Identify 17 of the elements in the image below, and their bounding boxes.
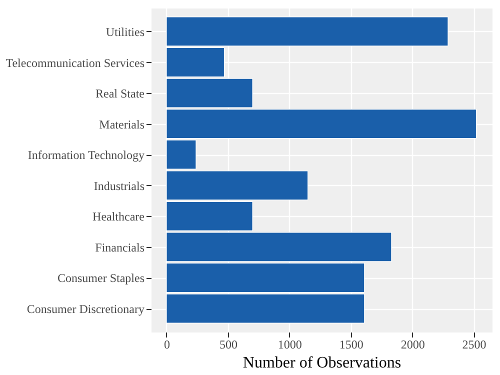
x-tick-label: 1500 <box>339 338 364 352</box>
y-tick-label: Telecommunication Services <box>6 56 145 70</box>
x-tick-label: 2500 <box>462 338 486 352</box>
x-tick-label: 500 <box>219 338 238 352</box>
y-tick-label: Consumer Discretionary <box>26 302 144 316</box>
y-tick-label: Materials <box>99 117 145 132</box>
x-tick-label: 1000 <box>278 338 302 352</box>
y-tick-label: Financials <box>95 240 145 254</box>
y-tick-label: Consumer Staples <box>58 271 145 286</box>
x-axis-title: Number of Observations <box>242 354 402 372</box>
y-tick-label: Information Technology <box>28 148 144 162</box>
x-tick-label: 2000 <box>400 338 425 352</box>
y-tick-label: Utilities <box>106 24 145 39</box>
y-tick-label: Industrials <box>94 178 145 193</box>
y-tick-label: Real State <box>96 86 144 101</box>
y-tick-label: Healthcare <box>92 210 144 224</box>
x-tick-label: 0 <box>164 338 170 352</box>
